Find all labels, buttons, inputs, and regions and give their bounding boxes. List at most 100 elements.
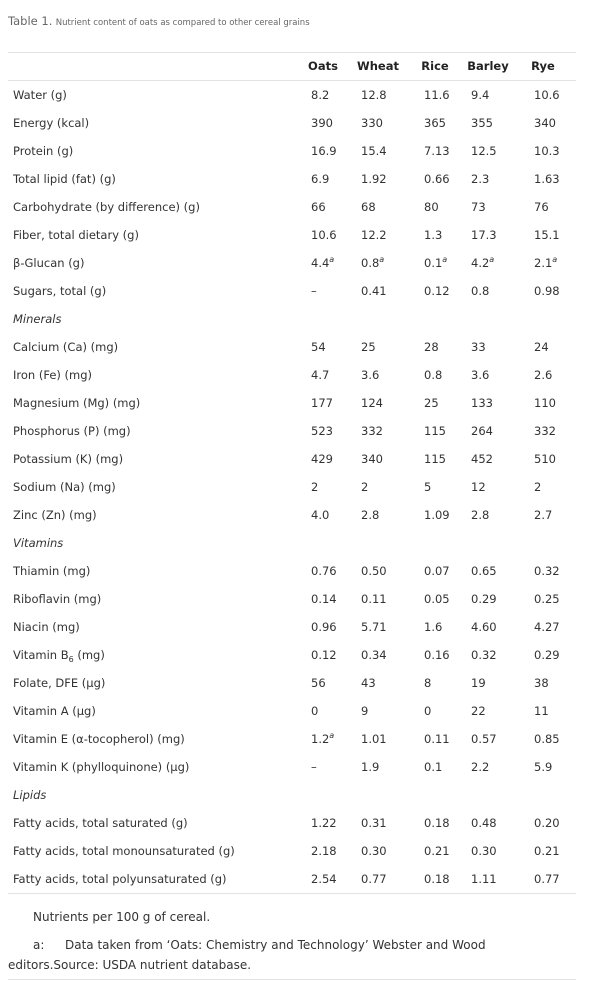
cell: 1.63 [534, 172, 560, 186]
cell: 1.6 [424, 620, 443, 634]
cell: 38 [534, 676, 549, 690]
cell: 365 [424, 116, 446, 130]
cell: 2.8 [361, 508, 380, 522]
cell: 2.18 [311, 844, 337, 858]
cell: 0.76 [311, 564, 337, 578]
cell: 340 [534, 116, 556, 130]
cell: 0.1 [424, 760, 443, 774]
row-label: Sodium (Na) (mg) [13, 480, 116, 494]
cell: 429 [311, 452, 333, 466]
row-label: Energy (kcal) [13, 116, 90, 130]
cell: 3.6 [361, 368, 380, 382]
rule [8, 52, 576, 53]
cell: 24 [534, 340, 549, 354]
cell: 0.34 [361, 648, 387, 662]
cell: 2.3 [471, 172, 490, 186]
cell: 0.57 [471, 732, 497, 746]
cell: 9 [361, 704, 369, 718]
cell: 340 [361, 452, 383, 466]
row-label: β-Glucan (g) [13, 256, 85, 270]
cell: 1.22 [311, 816, 337, 830]
cell: 0.98 [534, 284, 560, 298]
row-label: Fatty acids, total saturated (g) [13, 816, 188, 830]
cell: 0 [311, 704, 319, 718]
row-label: Water (g) [13, 88, 67, 102]
text: Vitamin B [13, 648, 69, 662]
row-label: Niacin (mg) [13, 620, 80, 634]
cell: 8.2 [311, 88, 330, 102]
cell: 355 [471, 116, 493, 130]
row-label: Folate, DFE (μg) [13, 676, 106, 690]
cell: 33 [471, 340, 486, 354]
column-header: Rye [531, 59, 555, 73]
cell: 12 [471, 480, 486, 494]
cell: 4.2a [471, 255, 494, 271]
cell: 0.8 [471, 284, 490, 298]
cell: 1.11 [471, 872, 497, 886]
subscript: 6 [68, 655, 74, 664]
cell: 2 [361, 480, 369, 494]
row-label: Vitamin B6 (mg) [13, 647, 105, 664]
cell: 43 [361, 676, 376, 690]
cell: 2.1a [534, 255, 557, 271]
footnote: Nutrients per 100 g of cereal. [33, 910, 211, 924]
cell: 0.50 [361, 564, 387, 578]
cell: 11.6 [424, 88, 450, 102]
footnote-text: Data taken from ‘Oats: Chemistry and Tec… [8, 938, 486, 972]
cell: 0.16 [424, 648, 450, 662]
cell: 5 [424, 480, 432, 494]
cell: 264 [471, 424, 493, 438]
cell: 0.21 [534, 844, 560, 858]
cell: 332 [534, 424, 556, 438]
cell: 2.6 [534, 368, 553, 382]
cell: 56 [311, 676, 326, 690]
footnote: a: Data taken from ‘Oats: Chemistry and T… [8, 935, 568, 975]
cell: 28 [424, 340, 439, 354]
cell: 16.9 [311, 144, 337, 158]
cell: 1.01 [361, 732, 387, 746]
row-label: Sugars, total (g) [13, 284, 107, 298]
row-label: Total lipid (fat) (g) [13, 172, 116, 186]
cell: 0.85 [534, 732, 560, 746]
cell: 0.29 [471, 592, 497, 606]
row-label: Fiber, total dietary (g) [13, 228, 139, 242]
cell: 19 [471, 676, 486, 690]
cell: 523 [311, 424, 333, 438]
cell: 5.9 [534, 760, 553, 774]
cell: 0.32 [534, 564, 560, 578]
cell: 0.32 [471, 648, 497, 662]
cell: 15.4 [361, 144, 387, 158]
cell: 332 [361, 424, 383, 438]
text: 4.2 [471, 256, 490, 270]
row-label: Fatty acids, total monounsaturated (g) [13, 844, 235, 858]
cell: 7.13 [424, 144, 450, 158]
cell: 2.8 [471, 508, 490, 522]
cell: 66 [311, 200, 326, 214]
cell: 2.54 [311, 872, 337, 886]
rule [8, 979, 576, 980]
cell: 0.11 [424, 732, 450, 746]
cell: 76 [534, 200, 549, 214]
cell: 10.6 [534, 88, 560, 102]
cell: 0.18 [424, 816, 450, 830]
cell: 110 [534, 396, 556, 410]
cell: 0.11 [361, 592, 387, 606]
cell: 2.2 [471, 760, 490, 774]
rule [8, 80, 576, 81]
cell: 4.7 [311, 368, 330, 382]
cell: 17.3 [471, 228, 497, 242]
row-label: Magnesium (Mg) (mg) [13, 396, 141, 410]
cell: 0.12 [424, 284, 450, 298]
cell: 15.1 [534, 228, 560, 242]
cell: 4.60 [471, 620, 497, 634]
cell: 0.77 [534, 872, 560, 886]
cell: 54 [311, 340, 326, 354]
cell: 6.9 [311, 172, 330, 186]
row-label: Riboflavin (mg) [13, 592, 102, 606]
column-header: Wheat [357, 59, 399, 73]
cell: 4.27 [534, 620, 560, 634]
caption: Table 1. Nutrient content of oats as com… [8, 14, 310, 28]
cell: 0.07 [424, 564, 450, 578]
cell: 68 [361, 200, 376, 214]
cell: 0.21 [424, 844, 450, 858]
